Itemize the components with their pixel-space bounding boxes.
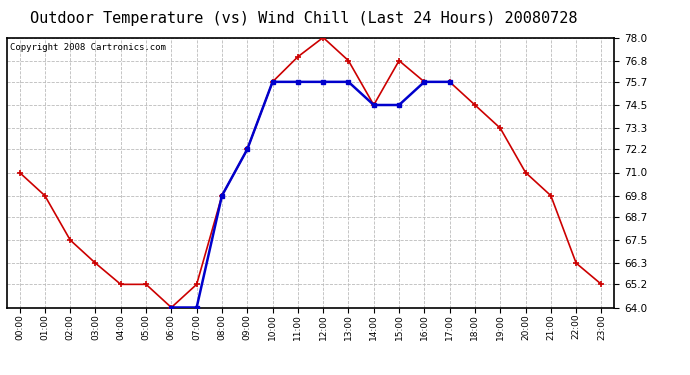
Text: Outdoor Temperature (vs) Wind Chill (Last 24 Hours) 20080728: Outdoor Temperature (vs) Wind Chill (Las…: [30, 11, 578, 26]
Text: Copyright 2008 Cartronics.com: Copyright 2008 Cartronics.com: [10, 43, 166, 52]
